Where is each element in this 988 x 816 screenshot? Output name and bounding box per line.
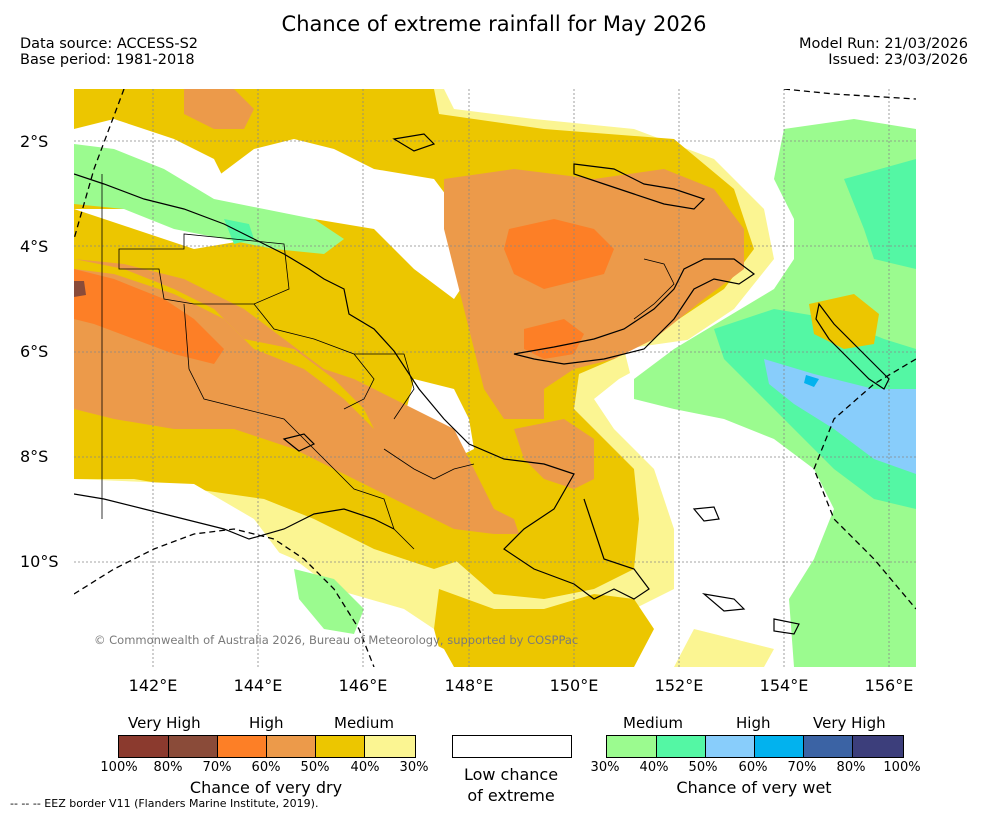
dry-swatch-70-60 xyxy=(218,736,267,757)
lat-label-8s: 8°S xyxy=(20,447,49,466)
wet-swatch-60-70 xyxy=(755,736,804,757)
wet-very-high-label: Very High xyxy=(813,714,886,732)
map-title: Chance of extreme rainfall for May 2026 xyxy=(281,12,707,36)
dry-swatch-80-70 xyxy=(169,736,218,757)
lon-label-146e: 146°E xyxy=(338,676,388,695)
data-source-block: Data source: ACCESS-S2 Base period: 1981… xyxy=(20,36,198,68)
wet-swatch-40-50 xyxy=(657,736,706,757)
borders xyxy=(101,174,675,550)
dry-swatch-100-80 xyxy=(119,736,169,757)
wet-tick-70: 70% xyxy=(787,760,817,775)
wet-tick-100: 100% xyxy=(883,760,921,775)
dry-tick-40: 40% xyxy=(350,760,380,775)
lon-label-142e: 142°E xyxy=(128,676,178,695)
wet-swatch-30-40 xyxy=(607,736,657,757)
dry-colorbar xyxy=(118,735,416,758)
dry-tick-60: 60% xyxy=(251,760,281,775)
issued-text: Issued: 23/03/2026 xyxy=(828,52,968,68)
low-chance-line2: of extreme xyxy=(467,786,555,805)
lat-label-6s: 6°S xyxy=(20,342,49,361)
dry-tick-70: 70% xyxy=(202,760,232,775)
base-period-text: Base period: 1981-2018 xyxy=(20,52,195,68)
data-source-text: Data source: ACCESS-S2 xyxy=(20,36,199,52)
wet-tick-80: 80% xyxy=(836,760,866,775)
wet-tick-40: 40% xyxy=(639,760,669,775)
copyright-text: © Commonwealth of Australia 2026, Bureau… xyxy=(94,633,579,647)
wet-legend-label: Chance of very wet xyxy=(676,778,832,797)
dry-70-80-region xyxy=(74,281,86,297)
wet-medium-label: Medium xyxy=(623,714,683,732)
wet-colorbar xyxy=(606,735,904,758)
lat-label-4s: 4°S xyxy=(20,237,49,256)
lon-label-144e: 144°E xyxy=(233,676,283,695)
wet-tick-50: 50% xyxy=(688,760,718,775)
dry-medium-label: Medium xyxy=(334,714,394,732)
run-info-block: Model Run: 21/03/2026 Issued: 23/03/2026 xyxy=(799,36,968,68)
coastlines xyxy=(74,133,890,635)
eez-borders xyxy=(74,89,916,667)
dry-tick-80: 80% xyxy=(153,760,183,775)
dry-legend-label: Chance of very dry xyxy=(189,778,343,797)
wet-60-70-region xyxy=(804,375,819,387)
dry-tick-100: 100% xyxy=(100,760,138,775)
lon-label-150e: 150°E xyxy=(549,676,599,695)
wet-tick-60: 60% xyxy=(738,760,768,775)
dry-swatch-50-40 xyxy=(316,736,365,757)
model-run-text: Model Run: 21/03/2026 xyxy=(798,36,968,52)
lon-label-148e: 148°E xyxy=(444,676,494,695)
gridlines xyxy=(74,89,916,667)
lon-label-152e: 152°E xyxy=(654,676,704,695)
low-chance-swatch xyxy=(452,735,572,758)
low-chance-label: Low chance of extreme xyxy=(440,764,582,806)
dry-swatch-40-30 xyxy=(365,736,415,757)
dry-tick-30: 30% xyxy=(399,760,429,775)
lat-label-10s: 10°S xyxy=(20,552,59,571)
eez-border-note: -- -- -- EEZ border V11 (Flanders Marine… xyxy=(10,797,319,810)
dry-swatch-60-50 xyxy=(267,736,316,757)
wet-swatch-50-60 xyxy=(706,736,755,757)
lon-label-156e: 156°E xyxy=(864,676,914,695)
wet-high-label: High xyxy=(736,714,771,732)
lat-label-2s: 2°S xyxy=(20,132,49,151)
dry-high-label: High xyxy=(249,714,284,732)
lon-label-154e: 154°E xyxy=(759,676,809,695)
dry-very-high-label: Very High xyxy=(128,714,201,732)
low-chance-line1: Low chance xyxy=(463,765,559,784)
wet-tick-30: 30% xyxy=(590,760,620,775)
wet-swatch-70-80 xyxy=(804,736,853,757)
wet-swatch-80-100 xyxy=(853,736,903,757)
rainfall-map xyxy=(74,89,916,667)
wet-50-60-region xyxy=(764,359,916,474)
dry-tick-50: 50% xyxy=(300,760,330,775)
